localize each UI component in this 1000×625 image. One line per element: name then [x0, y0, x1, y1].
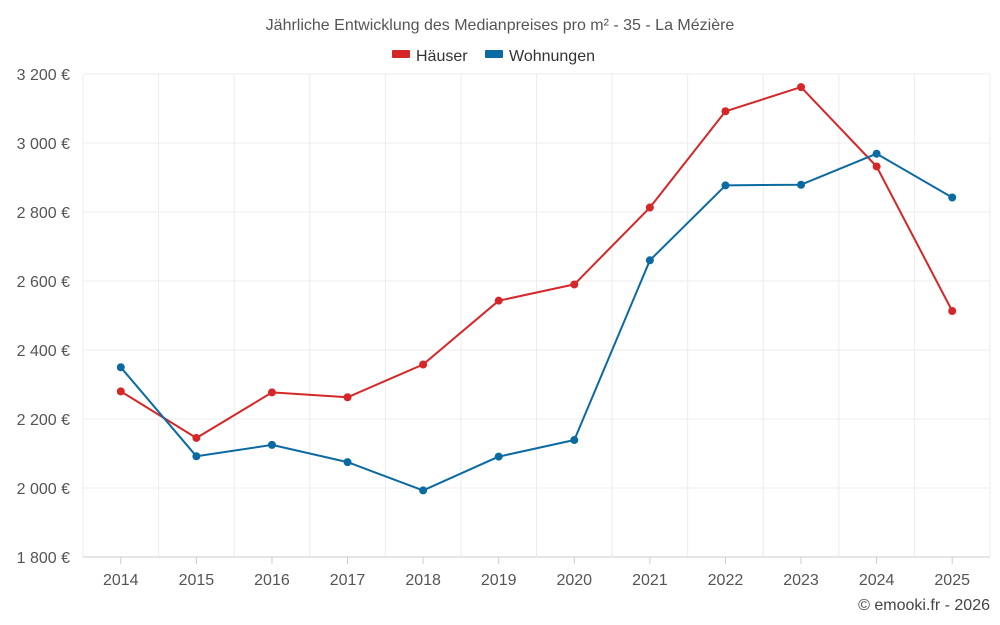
x-tick-label: 2020	[556, 572, 592, 589]
data-point-haeuser[interactable]	[721, 107, 730, 116]
data-point-wohnungen[interactable]	[116, 363, 125, 372]
data-point-haeuser[interactable]	[797, 83, 806, 92]
credit-text: © emooki.fr - 2026	[858, 597, 990, 614]
data-point-haeuser[interactable]	[116, 387, 125, 396]
series-line-haeuser	[120, 86, 954, 439]
data-point-wohnungen[interactable]	[645, 256, 654, 265]
data-point-wohnungen[interactable]	[343, 458, 352, 467]
grid	[82, 73, 991, 558]
data-point-wohnungen[interactable]	[267, 440, 276, 449]
x-tick-label: 2015	[179, 572, 215, 589]
legend-label-haeuser[interactable]: Häuser	[416, 48, 468, 65]
y-tick-label: 3 200 €	[17, 67, 70, 84]
data-point-haeuser[interactable]	[494, 296, 503, 305]
data-point-haeuser[interactable]	[645, 203, 654, 212]
data-point-wohnungen[interactable]	[797, 180, 806, 189]
x-tick-label: 2023	[783, 572, 819, 589]
data-point-haeuser[interactable]	[570, 280, 579, 289]
y-tick-label: 2 400 €	[17, 343, 70, 360]
data-point-haeuser[interactable]	[267, 388, 276, 397]
x-tick-label: 2025	[934, 572, 970, 589]
data-point-haeuser[interactable]	[419, 360, 428, 369]
data-point-wohnungen[interactable]	[570, 436, 579, 445]
data-point-wohnungen[interactable]	[872, 149, 881, 158]
legend-swatch-haeuser[interactable]	[392, 50, 410, 58]
data-point-haeuser[interactable]	[948, 307, 957, 316]
y-tick-label: 3 000 €	[17, 136, 70, 153]
y-tick-label: 2 200 €	[17, 412, 70, 429]
y-tick-label: 2 800 €	[17, 205, 70, 222]
data-point-haeuser[interactable]	[343, 393, 352, 402]
data-point-wohnungen[interactable]	[721, 181, 730, 190]
x-tick-label: 2024	[859, 572, 895, 589]
series-line-wohnungen	[120, 152, 953, 492]
x-tick-label: 2018	[405, 572, 441, 589]
x-axis: 2014 2015 2016 2017 2018 2019 2020 2021 2022 2023…	[103, 557, 970, 589]
legend-label-wohnungen[interactable]: Wohnungen	[509, 48, 595, 65]
y-tick-label: 2 000 €	[17, 481, 70, 498]
data-point-wohnungen[interactable]	[948, 193, 957, 202]
x-tick-label: 2022	[708, 572, 744, 589]
x-tick-label: 2021	[632, 572, 668, 589]
data-point-wohnungen[interactable]	[494, 452, 503, 461]
data-point-wohnungen[interactable]	[419, 486, 428, 495]
chart-title: Jährliche Entwicklung des Medianpreises …	[266, 17, 735, 34]
legend: Häuser Wohnungen	[392, 48, 595, 65]
legend-swatch-wohnungen[interactable]	[485, 50, 503, 58]
x-tick-label: 2016	[254, 572, 290, 589]
x-tick-label: 2019	[481, 572, 517, 589]
x-tick-label: 2017	[330, 572, 366, 589]
data-point-haeuser[interactable]	[192, 433, 201, 442]
series	[116, 83, 957, 495]
y-tick-label: 2 600 €	[17, 274, 70, 291]
data-point-wohnungen[interactable]	[192, 452, 201, 461]
data-point-haeuser[interactable]	[872, 162, 881, 171]
y-axis: 1 800 € 2 000 € 2 200 € 2 400 € 2 600 € 2 800…	[17, 67, 70, 567]
y-tick-label: 1 800 €	[17, 550, 70, 567]
x-tick-label: 2014	[103, 572, 139, 589]
